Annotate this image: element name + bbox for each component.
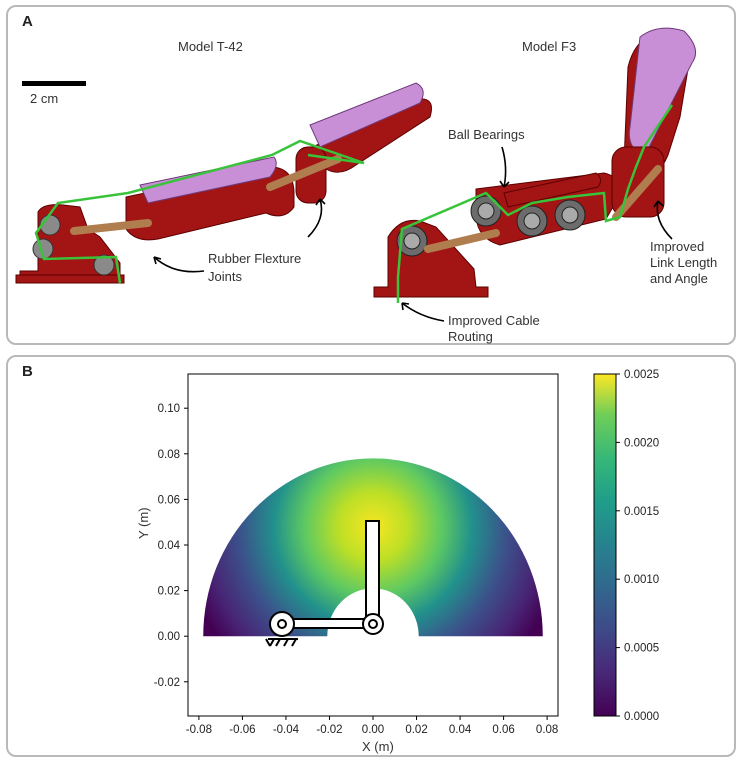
y-tick-label: 0.10	[158, 403, 180, 415]
x-tick-label: -0.04	[273, 724, 300, 736]
panel-b-label: B	[22, 363, 33, 380]
x-axis-label: X (m)	[362, 739, 394, 754]
callout-cable-line2: Routing	[448, 329, 493, 344]
y-axis-label: Y (m)	[136, 507, 151, 539]
colorbar-tick-label: 0.0015	[624, 506, 659, 518]
gripper-illustration	[15, 27, 697, 322]
colorbar-tick-label: 0.0020	[624, 437, 659, 449]
x-tick-label: -0.02	[316, 724, 342, 736]
x-tick-label: 0.08	[536, 724, 558, 736]
colorbar-tick-label: 0.0010	[624, 574, 659, 586]
model-f3-title: Model F3	[522, 39, 577, 54]
panel-a-label: A	[22, 13, 33, 30]
x-tick-label: -0.08	[186, 724, 212, 736]
callout-link-line3: and Angle	[650, 271, 708, 286]
callout-cable-line1: Improved Cable	[448, 313, 540, 328]
x-tick-label: 0.02	[405, 724, 427, 736]
panel-b: B	[6, 355, 736, 757]
x-tick-label: 0.04	[449, 724, 472, 736]
x-tick-label: 0.06	[492, 724, 514, 736]
workspace-heatmap: -0.08 -0.06 -0.04 -0.02 0.00 0.02 0.04 0.06 0.08…	[154, 369, 659, 736]
y-tick-label: 0.02	[158, 586, 180, 598]
callout-link-line2: Link Length	[650, 255, 718, 270]
callout-link-line1: Improved	[650, 239, 705, 254]
y-tick-label: 0.00	[158, 631, 180, 643]
model-t42-title: Model T-42	[178, 39, 243, 54]
scale-bar-label: 2 cm	[30, 91, 59, 106]
callout-flexure-line1: Rubber Flexture	[208, 251, 302, 266]
y-tick-label: -0.02	[154, 677, 180, 689]
model-f3-drawing	[373, 27, 697, 303]
x-tick-label: 0.00	[362, 724, 384, 736]
colorbar-tick-label: 0.0025	[624, 369, 659, 381]
scale-bar	[22, 81, 86, 86]
callout-ball-bearings: Ball Bearings	[448, 127, 525, 142]
mechanism-schematic	[265, 520, 384, 647]
colorbar-tick-label: 0.0005	[624, 643, 659, 655]
model-t42-drawing	[15, 82, 432, 284]
y-tick-label: 0.06	[158, 494, 180, 506]
panel-a: A Model T-42 Model F3	[6, 5, 736, 345]
y-tick-label: 0.04	[158, 540, 181, 552]
y-tick-label: 0.08	[158, 449, 180, 461]
x-tick-label: -0.06	[229, 724, 255, 736]
callout-flexure-line2: Joints	[208, 269, 242, 284]
colorbar	[593, 373, 617, 717]
colorbar-tick-label: 0.0000	[624, 711, 659, 723]
